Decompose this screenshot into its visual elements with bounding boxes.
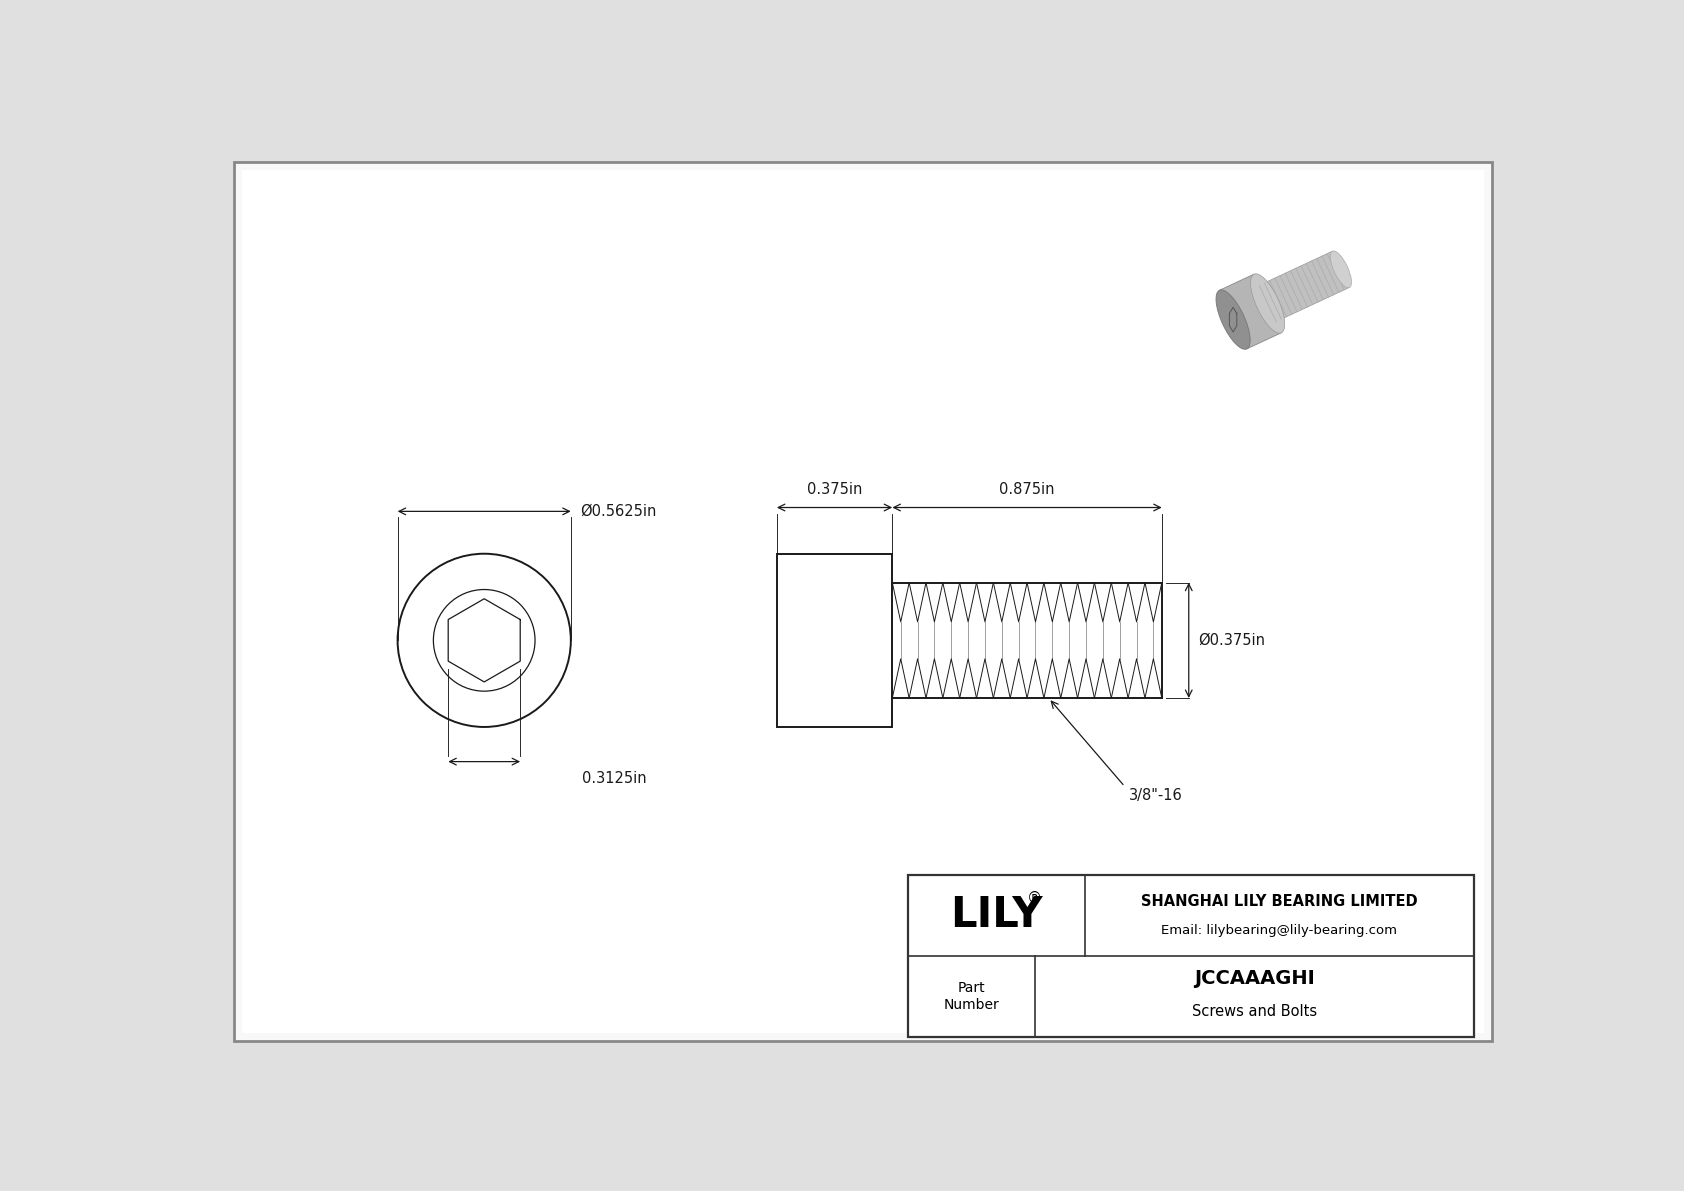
Text: Ø0.375in: Ø0.375in xyxy=(1197,632,1265,648)
Ellipse shape xyxy=(1251,274,1285,333)
Text: Part
Number: Part Number xyxy=(943,981,999,1011)
Circle shape xyxy=(433,590,536,691)
Circle shape xyxy=(397,554,571,727)
Polygon shape xyxy=(1260,251,1349,322)
Text: Email: lilybearing@lily-bearing.com: Email: lilybearing@lily-bearing.com xyxy=(1162,924,1398,937)
Ellipse shape xyxy=(1216,289,1250,349)
Text: 0.3125in: 0.3125in xyxy=(581,771,647,786)
Text: Screws and Bolts: Screws and Bolts xyxy=(1192,1004,1317,1018)
Text: 0.375in: 0.375in xyxy=(807,481,862,497)
Text: 3/8"-16: 3/8"-16 xyxy=(1128,788,1182,804)
Text: Ø0.5625in: Ø0.5625in xyxy=(579,504,657,519)
Bar xyxy=(776,554,893,727)
Bar xyxy=(908,875,1474,1037)
Text: ®: ® xyxy=(1027,891,1042,906)
Polygon shape xyxy=(1219,274,1282,349)
Ellipse shape xyxy=(1330,251,1352,288)
Text: JCCAAAGHI: JCCAAAGHI xyxy=(1194,969,1315,989)
Text: LILY: LILY xyxy=(950,893,1042,936)
Text: SHANGHAI LILY BEARING LIMITED: SHANGHAI LILY BEARING LIMITED xyxy=(1142,894,1418,910)
Text: 0.875in: 0.875in xyxy=(999,481,1054,497)
